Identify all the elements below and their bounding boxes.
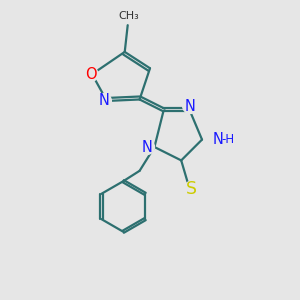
Text: N: N — [212, 132, 223, 147]
Text: O: O — [85, 67, 96, 82]
Circle shape — [83, 67, 98, 82]
Circle shape — [97, 94, 111, 108]
Circle shape — [140, 140, 154, 154]
Circle shape — [184, 181, 199, 196]
Text: -H: -H — [221, 133, 235, 146]
Text: S: S — [186, 180, 197, 198]
Text: CH₃: CH₃ — [119, 11, 140, 21]
Text: N: N — [185, 98, 196, 113]
Text: N: N — [142, 140, 152, 154]
Circle shape — [183, 99, 198, 113]
Text: N: N — [98, 94, 110, 109]
Circle shape — [205, 132, 220, 147]
